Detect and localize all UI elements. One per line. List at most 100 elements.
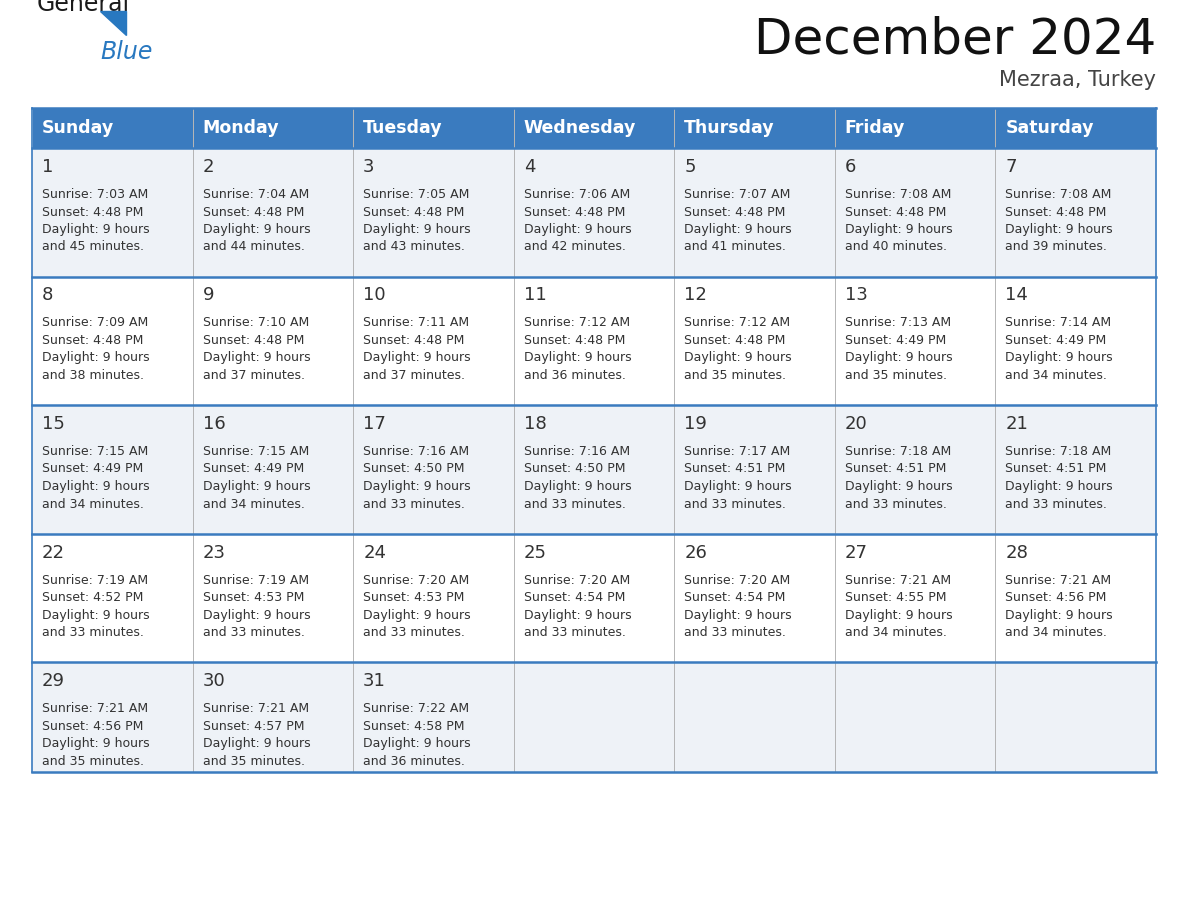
Text: Blue: Blue <box>100 40 152 64</box>
Text: Sunday: Sunday <box>42 119 114 137</box>
Text: 29: 29 <box>42 672 65 690</box>
Text: Daylight: 9 hours: Daylight: 9 hours <box>845 480 953 493</box>
Text: 20: 20 <box>845 415 867 433</box>
Bar <box>835 276 996 405</box>
Text: and 33 minutes.: and 33 minutes. <box>364 498 465 510</box>
Bar <box>192 276 353 405</box>
Bar <box>192 108 353 148</box>
Text: 24: 24 <box>364 543 386 562</box>
Text: and 41 minutes.: and 41 minutes. <box>684 241 786 253</box>
Bar <box>675 108 835 148</box>
Text: Daylight: 9 hours: Daylight: 9 hours <box>845 609 953 621</box>
Text: Daylight: 9 hours: Daylight: 9 hours <box>524 352 631 364</box>
Text: 13: 13 <box>845 286 867 305</box>
Text: and 34 minutes.: and 34 minutes. <box>1005 626 1107 639</box>
Text: 1: 1 <box>42 158 53 176</box>
Text: and 38 minutes.: and 38 minutes. <box>42 369 144 382</box>
Bar <box>996 533 1156 662</box>
Text: Daylight: 9 hours: Daylight: 9 hours <box>42 480 150 493</box>
Text: Monday: Monday <box>203 119 279 137</box>
Polygon shape <box>100 11 126 35</box>
Text: Mezraa, Turkey: Mezraa, Turkey <box>999 70 1156 90</box>
Text: Daylight: 9 hours: Daylight: 9 hours <box>684 223 792 236</box>
Text: Sunrise: 7:20 AM: Sunrise: 7:20 AM <box>364 574 469 587</box>
Text: Sunset: 4:49 PM: Sunset: 4:49 PM <box>42 463 144 476</box>
Text: Daylight: 9 hours: Daylight: 9 hours <box>364 352 470 364</box>
Text: Sunrise: 7:16 AM: Sunrise: 7:16 AM <box>524 445 630 458</box>
Text: and 34 minutes.: and 34 minutes. <box>203 498 304 510</box>
Text: 9: 9 <box>203 286 214 305</box>
Text: 31: 31 <box>364 672 386 690</box>
Text: Sunrise: 7:21 AM: Sunrise: 7:21 AM <box>42 702 148 715</box>
Text: and 37 minutes.: and 37 minutes. <box>203 369 304 382</box>
Bar <box>513 276 675 405</box>
Text: Sunset: 4:50 PM: Sunset: 4:50 PM <box>364 463 465 476</box>
Text: and 34 minutes.: and 34 minutes. <box>845 626 947 639</box>
Bar <box>996 662 1156 772</box>
Text: and 33 minutes.: and 33 minutes. <box>524 626 626 639</box>
Text: and 35 minutes.: and 35 minutes. <box>845 369 947 382</box>
Text: Tuesday: Tuesday <box>364 119 443 137</box>
Bar <box>675 405 835 533</box>
Bar <box>192 405 353 533</box>
Text: Sunrise: 7:04 AM: Sunrise: 7:04 AM <box>203 188 309 201</box>
Text: Daylight: 9 hours: Daylight: 9 hours <box>364 480 470 493</box>
Text: Sunset: 4:49 PM: Sunset: 4:49 PM <box>1005 334 1107 347</box>
Text: Daylight: 9 hours: Daylight: 9 hours <box>1005 223 1113 236</box>
Text: Sunset: 4:48 PM: Sunset: 4:48 PM <box>524 206 625 218</box>
Text: Sunset: 4:48 PM: Sunset: 4:48 PM <box>42 334 144 347</box>
Bar <box>675 533 835 662</box>
Text: Daylight: 9 hours: Daylight: 9 hours <box>524 480 631 493</box>
Text: Sunrise: 7:15 AM: Sunrise: 7:15 AM <box>42 445 148 458</box>
Text: Sunset: 4:51 PM: Sunset: 4:51 PM <box>1005 463 1107 476</box>
Text: Sunrise: 7:03 AM: Sunrise: 7:03 AM <box>42 188 148 201</box>
Bar <box>353 662 513 772</box>
Bar <box>32 276 192 405</box>
Text: and 35 minutes.: and 35 minutes. <box>203 755 304 767</box>
Text: Sunrise: 7:19 AM: Sunrise: 7:19 AM <box>42 574 148 587</box>
Text: Daylight: 9 hours: Daylight: 9 hours <box>203 223 310 236</box>
Bar <box>513 533 675 662</box>
Bar <box>996 405 1156 533</box>
Text: 22: 22 <box>42 543 65 562</box>
Bar <box>996 108 1156 148</box>
Bar <box>353 276 513 405</box>
Text: Daylight: 9 hours: Daylight: 9 hours <box>203 737 310 750</box>
Bar <box>996 276 1156 405</box>
Bar <box>835 533 996 662</box>
Text: 19: 19 <box>684 415 707 433</box>
Text: Sunset: 4:51 PM: Sunset: 4:51 PM <box>845 463 946 476</box>
Bar <box>32 405 192 533</box>
Text: Daylight: 9 hours: Daylight: 9 hours <box>42 223 150 236</box>
Bar <box>675 662 835 772</box>
Text: and 36 minutes.: and 36 minutes. <box>524 369 626 382</box>
Text: 28: 28 <box>1005 543 1029 562</box>
Text: Sunset: 4:50 PM: Sunset: 4:50 PM <box>524 463 625 476</box>
Text: Sunrise: 7:21 AM: Sunrise: 7:21 AM <box>845 574 950 587</box>
Bar <box>835 148 996 276</box>
Text: December 2024: December 2024 <box>753 16 1156 64</box>
Text: and 33 minutes.: and 33 minutes. <box>364 626 465 639</box>
Text: and 33 minutes.: and 33 minutes. <box>845 498 947 510</box>
Text: Daylight: 9 hours: Daylight: 9 hours <box>364 223 470 236</box>
Text: Sunset: 4:49 PM: Sunset: 4:49 PM <box>203 463 304 476</box>
Text: Daylight: 9 hours: Daylight: 9 hours <box>1005 480 1113 493</box>
Text: 3: 3 <box>364 158 374 176</box>
Text: Sunset: 4:48 PM: Sunset: 4:48 PM <box>42 206 144 218</box>
Text: Sunrise: 7:14 AM: Sunrise: 7:14 AM <box>1005 317 1112 330</box>
Bar <box>996 148 1156 276</box>
Text: and 36 minutes.: and 36 minutes. <box>364 755 465 767</box>
Text: 8: 8 <box>42 286 53 305</box>
Text: Daylight: 9 hours: Daylight: 9 hours <box>203 609 310 621</box>
Text: Sunset: 4:49 PM: Sunset: 4:49 PM <box>845 334 946 347</box>
Text: Daylight: 9 hours: Daylight: 9 hours <box>1005 352 1113 364</box>
Text: 4: 4 <box>524 158 536 176</box>
Text: and 42 minutes.: and 42 minutes. <box>524 241 626 253</box>
Bar <box>353 148 513 276</box>
Text: and 45 minutes.: and 45 minutes. <box>42 241 144 253</box>
Text: Daylight: 9 hours: Daylight: 9 hours <box>684 609 792 621</box>
Text: Daylight: 9 hours: Daylight: 9 hours <box>42 352 150 364</box>
Text: Daylight: 9 hours: Daylight: 9 hours <box>42 609 150 621</box>
Text: Daylight: 9 hours: Daylight: 9 hours <box>845 223 953 236</box>
Text: 18: 18 <box>524 415 546 433</box>
